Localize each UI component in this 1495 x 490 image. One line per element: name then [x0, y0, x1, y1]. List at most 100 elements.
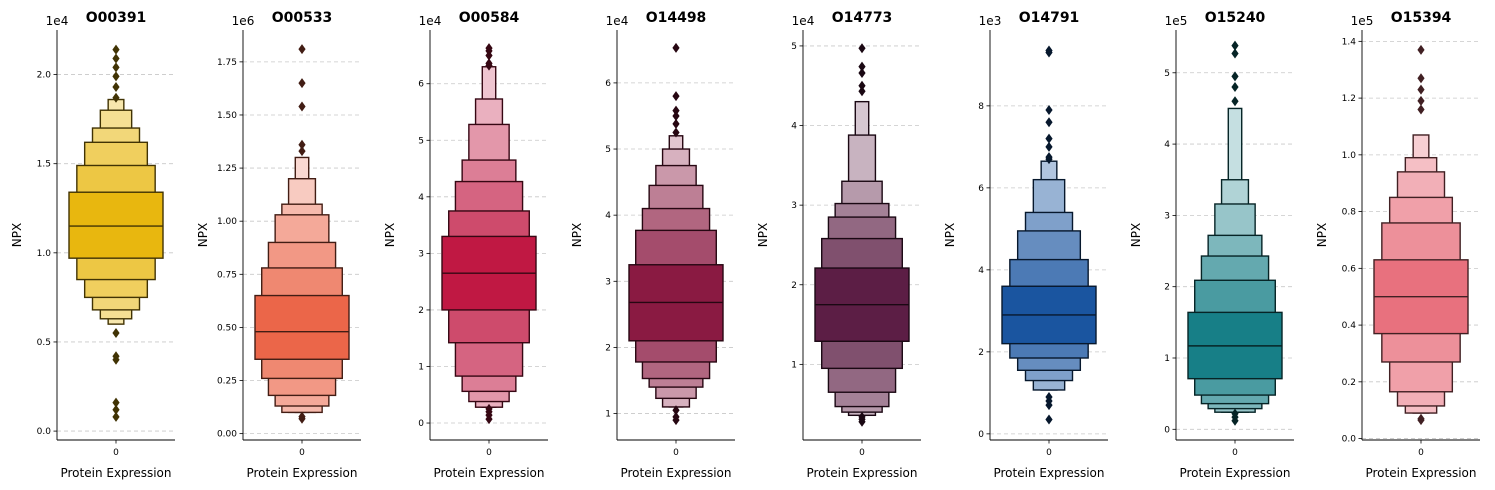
- y-offset-exponent: 1e3: [979, 14, 1002, 28]
- y-tick-label: 1.2: [1342, 94, 1356, 104]
- outlier-point: [1231, 40, 1239, 51]
- outlier-point: [1231, 82, 1239, 93]
- y-tick-label: 4: [605, 211, 611, 221]
- x-tick-label: 0: [1232, 448, 1238, 458]
- x-axis-label: Protein Expression: [620, 466, 731, 480]
- outlier-point: [1045, 104, 1053, 115]
- y-axis-label: NPX: [1315, 223, 1329, 247]
- x-tick-label: 0: [1046, 448, 1052, 458]
- outlier-point: [672, 405, 680, 416]
- outlier-point: [298, 146, 306, 157]
- y-axis-label: NPX: [196, 223, 210, 247]
- y-offset-exponent: 1e4: [792, 14, 815, 28]
- y-tick-label: 6: [418, 80, 424, 90]
- outlier-point: [1231, 71, 1239, 82]
- subplot-title: O00391: [86, 10, 147, 26]
- x-axis-label: Protein Expression: [60, 466, 171, 480]
- x-axis-label: Protein Expression: [806, 466, 917, 480]
- outlier-point: [298, 411, 306, 422]
- outlier-point: [1417, 104, 1425, 115]
- outlier-point: [1231, 96, 1239, 107]
- outlier-point: [858, 43, 866, 54]
- y-tick-label: 0.6: [1342, 264, 1357, 274]
- y-offset-exponent: 1e5: [1165, 14, 1188, 28]
- y-offset-exponent: 1e5: [1351, 14, 1374, 28]
- y-tick-label: 0.4: [1342, 321, 1357, 331]
- y-tick-label: 2: [418, 306, 424, 316]
- outlier-point: [1045, 117, 1053, 128]
- subplot-O00533: 0.00 0.25 0.50 0.75 1.00 1.25 1.50 1.75 0 Protein…: [196, 10, 361, 480]
- subplot-title: O14498: [646, 10, 707, 26]
- outlier-point: [1231, 48, 1239, 59]
- subplot-title: O00584: [459, 10, 520, 26]
- y-axis-label: NPX: [383, 223, 397, 247]
- outlier-point: [1231, 408, 1239, 419]
- y-offset-exponent: 1e4: [46, 14, 69, 28]
- outlier-point: [858, 61, 866, 72]
- y-axis-label: NPX: [756, 223, 770, 247]
- y-axis-label: NPX: [1129, 223, 1143, 247]
- y-tick-label: 1.5: [37, 160, 51, 170]
- subplot-O00391: 0.0 0.5 1.0 1.5 2.0 0 Protein Expression NPX 1e4…: [10, 10, 175, 480]
- y-tick-label: 0: [418, 419, 424, 429]
- outlier-point: [298, 101, 306, 112]
- iqr-box: [68, 191, 164, 259]
- outlier-point: [858, 67, 866, 78]
- y-tick-label: 0.75: [217, 270, 237, 280]
- outlier-point: [1417, 84, 1425, 95]
- y-tick-label: 6: [605, 79, 611, 89]
- y-axis-label: NPX: [10, 223, 24, 247]
- outlier-point: [858, 80, 866, 91]
- subplot-title: O00533: [272, 10, 333, 26]
- y-tick-label: 2.0: [37, 71, 52, 81]
- outlier-point: [1045, 391, 1053, 402]
- x-tick-label: 0: [1418, 448, 1424, 458]
- y-tick-label: 4: [1164, 140, 1170, 150]
- y-tick-label: 1: [791, 360, 797, 370]
- subplot-O00584: 0 1 2 3 4 5 6 0 Protein Expression NPX 1e4 O00584: [383, 10, 548, 480]
- outlier-point: [112, 53, 120, 64]
- y-tick-label: 2: [605, 343, 611, 353]
- outlier-point: [485, 403, 493, 414]
- y-tick-label: 0.8: [1342, 208, 1357, 218]
- outlier-point: [672, 127, 680, 138]
- y-tick-label: 1.75: [217, 58, 237, 68]
- y-tick-label: 1: [418, 362, 424, 372]
- y-tick-label: 3: [1164, 211, 1170, 221]
- y-tick-label: 1: [605, 410, 611, 420]
- outlier-point: [485, 58, 493, 69]
- y-tick-label: 0.00: [217, 430, 237, 440]
- outlier-point: [112, 351, 120, 362]
- outlier-point: [672, 118, 680, 129]
- outlier-point: [672, 91, 680, 102]
- outlier-point: [112, 62, 120, 73]
- outlier-point: [112, 397, 120, 408]
- outlier-point: [672, 105, 680, 116]
- y-tick-label: 0.25: [217, 377, 237, 387]
- y-tick-label: 0.2: [1342, 378, 1356, 388]
- outlier-point: [858, 86, 866, 97]
- iqr-box: [254, 294, 350, 360]
- outlier-point: [1045, 45, 1053, 56]
- y-tick-label: 2: [1164, 283, 1170, 293]
- outlier-point: [1045, 152, 1053, 163]
- y-tick-label: 1.50: [217, 111, 237, 121]
- y-offset-exponent: 1e4: [419, 14, 442, 28]
- y-tick-label: 3: [605, 277, 611, 287]
- y-tick-label: 3: [418, 249, 424, 259]
- y-tick-label: 0: [1164, 425, 1170, 435]
- y-axis-label: NPX: [570, 223, 584, 247]
- y-tick-label: 0.0: [1342, 435, 1357, 445]
- y-axis-label: NPX: [943, 223, 957, 247]
- outlier-point: [298, 78, 306, 89]
- outlier-point: [1417, 73, 1425, 84]
- subplot-O15394: 0.0 0.2 0.4 0.6 0.8 1.0 1.2 1.4 0 Protein Express…: [1315, 10, 1480, 480]
- outlier-point: [1417, 44, 1425, 55]
- y-tick-label: 0.5: [37, 338, 51, 348]
- outlier-point: [858, 411, 866, 422]
- x-tick-label: 0: [299, 448, 305, 458]
- x-tick-label: 0: [113, 448, 119, 458]
- subplot-O14791: 0 2 4 6 8 0 Protein Expression NPX 1e3 O14791: [943, 10, 1108, 480]
- subplot-O15240: 0 1 2 3 4 5 0 Protein Expression NPX 1e5 O15240: [1129, 10, 1294, 480]
